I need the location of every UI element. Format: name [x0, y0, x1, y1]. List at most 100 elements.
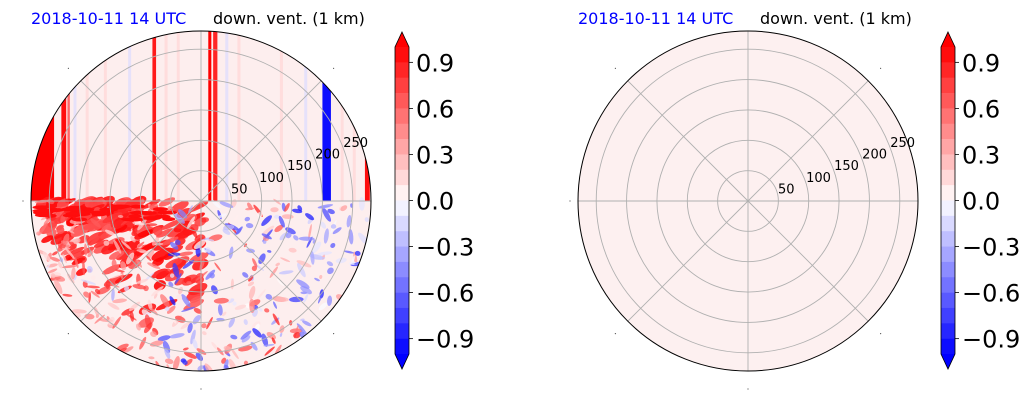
left-field-speckle	[117, 214, 124, 218]
left-field-speckle	[303, 293, 309, 303]
left-field-speckle	[327, 267, 334, 275]
left-field-speckle	[193, 308, 202, 314]
right-angular-gridline	[627, 200, 749, 322]
left-field-speckle	[132, 221, 141, 226]
left-field-speckle	[332, 227, 342, 235]
left-field-speckle	[205, 238, 215, 242]
left-field-speckle	[273, 198, 281, 205]
left-field-speckle	[275, 262, 280, 267]
left-field-speckle	[169, 296, 176, 306]
left-field-speckle	[83, 291, 90, 298]
left-field-speckle	[128, 250, 135, 255]
left-field-speckle	[107, 316, 115, 326]
left-field-speckle	[308, 224, 312, 240]
left-field-speckle	[162, 340, 171, 354]
left-field-speckle	[291, 338, 296, 344]
left-colorbar-segment	[395, 277, 409, 293]
left-field-speckle	[319, 274, 323, 279]
left-field-pale-streak	[279, 31, 283, 201]
left-field-speckle	[143, 322, 153, 334]
left-field-blob	[102, 264, 121, 275]
left-field-speckle	[195, 271, 208, 281]
left-colorbar-segment	[395, 200, 409, 217]
left-field-speckle	[164, 358, 174, 365]
left-field-blob	[128, 214, 142, 219]
left-field-speckle	[296, 279, 310, 289]
left-field-speckle	[330, 224, 337, 229]
left-field-speckle	[310, 241, 322, 254]
left-field-speckle	[69, 238, 79, 243]
left-field-speckle	[157, 335, 171, 342]
left-field-speckle	[257, 212, 263, 218]
left-field-speckle	[146, 249, 155, 259]
left-field-speckle	[186, 281, 192, 285]
right-colorbar-tick-label: −0.3	[962, 234, 1020, 262]
right-angular-gridline	[747, 200, 869, 322]
right-colorbar-tick-label: 0.6	[962, 95, 1000, 123]
left-field-speckle	[124, 285, 130, 292]
right-colorbar-tick-label: 0.9	[962, 49, 1000, 77]
left-field-speckle	[60, 214, 66, 224]
left-field-speckle	[265, 293, 273, 300]
left-field-speckle	[172, 356, 180, 371]
left-field-pale-streak	[304, 31, 308, 201]
left-colorbar-segment	[395, 185, 409, 201]
left-field-speckle	[137, 217, 148, 231]
left-field-speckle	[82, 260, 86, 276]
left-field-speckle	[120, 261, 127, 271]
left-field-speckle	[164, 306, 170, 312]
left-field-speckle	[173, 212, 185, 224]
left-field-speckle	[232, 301, 237, 306]
left-field-speckle	[211, 199, 221, 209]
left-field-speckle	[178, 286, 184, 295]
left-field-speckle	[243, 319, 248, 325]
left-field-blob	[32, 205, 51, 210]
left-field-speckle	[323, 228, 329, 244]
left-field-speckle	[190, 226, 198, 239]
left-field-speckle	[217, 304, 223, 316]
right-colorbar-segment	[941, 185, 955, 201]
left-colorbar-tick-label: 0.3	[416, 141, 454, 169]
left-colorbar-segment	[395, 77, 409, 94]
left-field-speckle	[123, 346, 134, 353]
left-field-speckle	[277, 278, 285, 286]
left-field-speckle	[126, 226, 132, 232]
left-field-speckle	[213, 297, 229, 304]
left-field-speckle	[128, 255, 138, 266]
left-field-speckle	[177, 251, 194, 257]
left-field-speckle	[335, 257, 347, 264]
left-colorbar-segment	[395, 154, 409, 171]
left-field-blob	[130, 204, 146, 209]
left-field-speckle	[296, 323, 308, 336]
right-colorbar-segment	[941, 307, 955, 324]
left-field-speckle	[200, 217, 210, 223]
left-field-speckle	[178, 209, 188, 219]
left-field-streak	[31, 31, 55, 201]
left-field-speckle	[57, 261, 63, 269]
left-field-speckle	[87, 250, 94, 258]
left-radial-tick-label: 150	[287, 159, 312, 174]
left-field-speckle	[146, 226, 153, 230]
left-field-blob	[46, 228, 57, 238]
right-radial-tick-label: 100	[806, 171, 831, 186]
left-field-blob	[173, 228, 195, 241]
left-field-speckle	[168, 281, 174, 288]
left-field-speckle	[245, 223, 254, 229]
left-field-speckle	[166, 305, 176, 314]
left-field-speckle	[300, 318, 305, 322]
left-outer-tick-dot	[200, 388, 202, 390]
left-field-speckle	[300, 286, 312, 295]
left-field-speckle	[62, 265, 77, 269]
left-title-date: 2018-10-11 14 UTC	[31, 9, 186, 28]
left-field-blob	[65, 211, 82, 216]
right-colorbar-segment	[941, 77, 955, 94]
left-field-speckle	[317, 291, 323, 304]
left-field-blob	[141, 199, 161, 209]
left-field-speckle	[243, 360, 248, 365]
left-field-streak	[67, 31, 70, 201]
left-field-speckle	[364, 217, 369, 222]
left-field-speckle	[136, 249, 147, 253]
left-field-blob	[32, 208, 56, 213]
left-colorbar-segment	[395, 323, 409, 339]
left-field-speckle	[68, 230, 75, 234]
